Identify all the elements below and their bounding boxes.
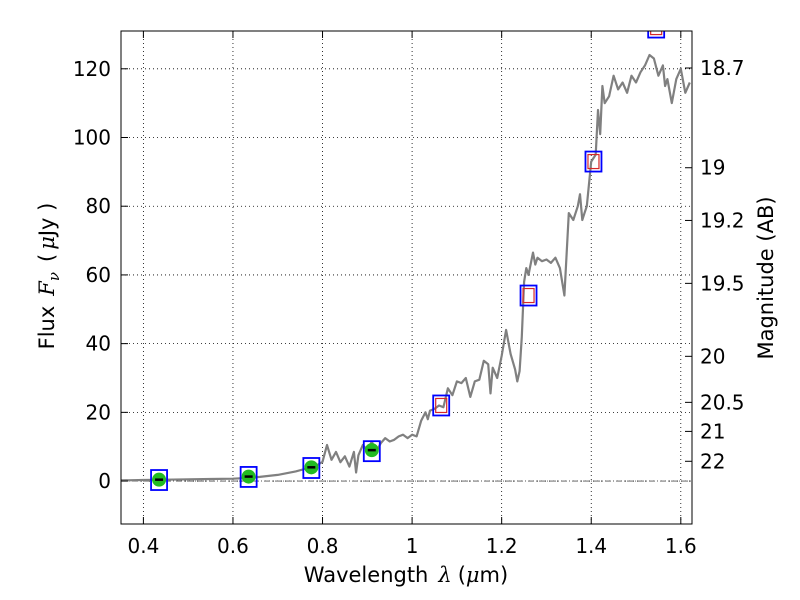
observed-flux-marker <box>650 31 663 36</box>
model-flux-marker <box>519 284 538 307</box>
plot-frame <box>120 30 693 525</box>
x-tick-label: 0.4 <box>127 534 159 558</box>
x-tick-label: 1.6 <box>665 534 697 558</box>
model-flux-marker <box>584 150 603 173</box>
observed-flux-marker <box>435 397 448 414</box>
magnitude-tick-label: 19.2 <box>700 208 745 232</box>
magnitude-tick-label: 22 <box>700 449 725 473</box>
model-flux-marker <box>362 440 381 463</box>
magnitude-tick-label: 20 <box>700 344 725 368</box>
y-tick-label: 0 <box>98 469 111 493</box>
x-tick-label: 0.6 <box>217 534 249 558</box>
y-tick-label: 20 <box>86 400 111 424</box>
magnitude-tick-label: 20.5 <box>700 390 745 414</box>
markers <box>150 31 666 491</box>
model-flux-marker <box>647 31 666 39</box>
y-axis-label: FluxFν(μJy ) <box>35 203 63 350</box>
plot-area <box>121 31 691 491</box>
x-tick-label: 1.4 <box>575 534 607 558</box>
model-flux-marker <box>239 466 258 488</box>
y-tick-label: 60 <box>86 263 111 287</box>
magnitude-tick-label: 18.7 <box>700 56 745 80</box>
observed-flux-marker <box>522 287 535 304</box>
observed-flux-marker <box>587 153 600 170</box>
magnitude-tick-label: 21 <box>700 419 725 443</box>
spectrum-line <box>121 53 691 482</box>
y-tick-label: 100 <box>73 126 111 150</box>
y-tick-label: 80 <box>86 194 111 218</box>
model-flux-marker <box>150 469 168 491</box>
model-flux-marker <box>302 457 321 479</box>
y-axis-ticks: 0 20 40 60 80 100 120 <box>73 57 128 493</box>
magnitude-axis-ticks: 18.7 19 19.2 19.5 20 20.5 21 22 <box>685 56 745 473</box>
magnitude-axis-label: Magnitude (AB) <box>754 196 778 359</box>
x-tick-label: 0.8 <box>307 534 339 558</box>
magnitude-tick-label: 19 <box>700 156 725 180</box>
x-tick-label: 1.2 <box>486 534 518 558</box>
y-tick-label: 120 <box>73 57 111 81</box>
magnitude-tick-label: 19.5 <box>700 271 745 295</box>
y-tick-label: 40 <box>86 332 111 356</box>
x-axis-ticks: 0.4 0.6 0.8 1 1.2 1.4 1.6 <box>127 31 697 558</box>
model-flux-marker <box>432 394 451 417</box>
x-axis-label: Wavelength λ (μm) <box>304 563 508 587</box>
x-tick-label: 1 <box>406 534 419 558</box>
